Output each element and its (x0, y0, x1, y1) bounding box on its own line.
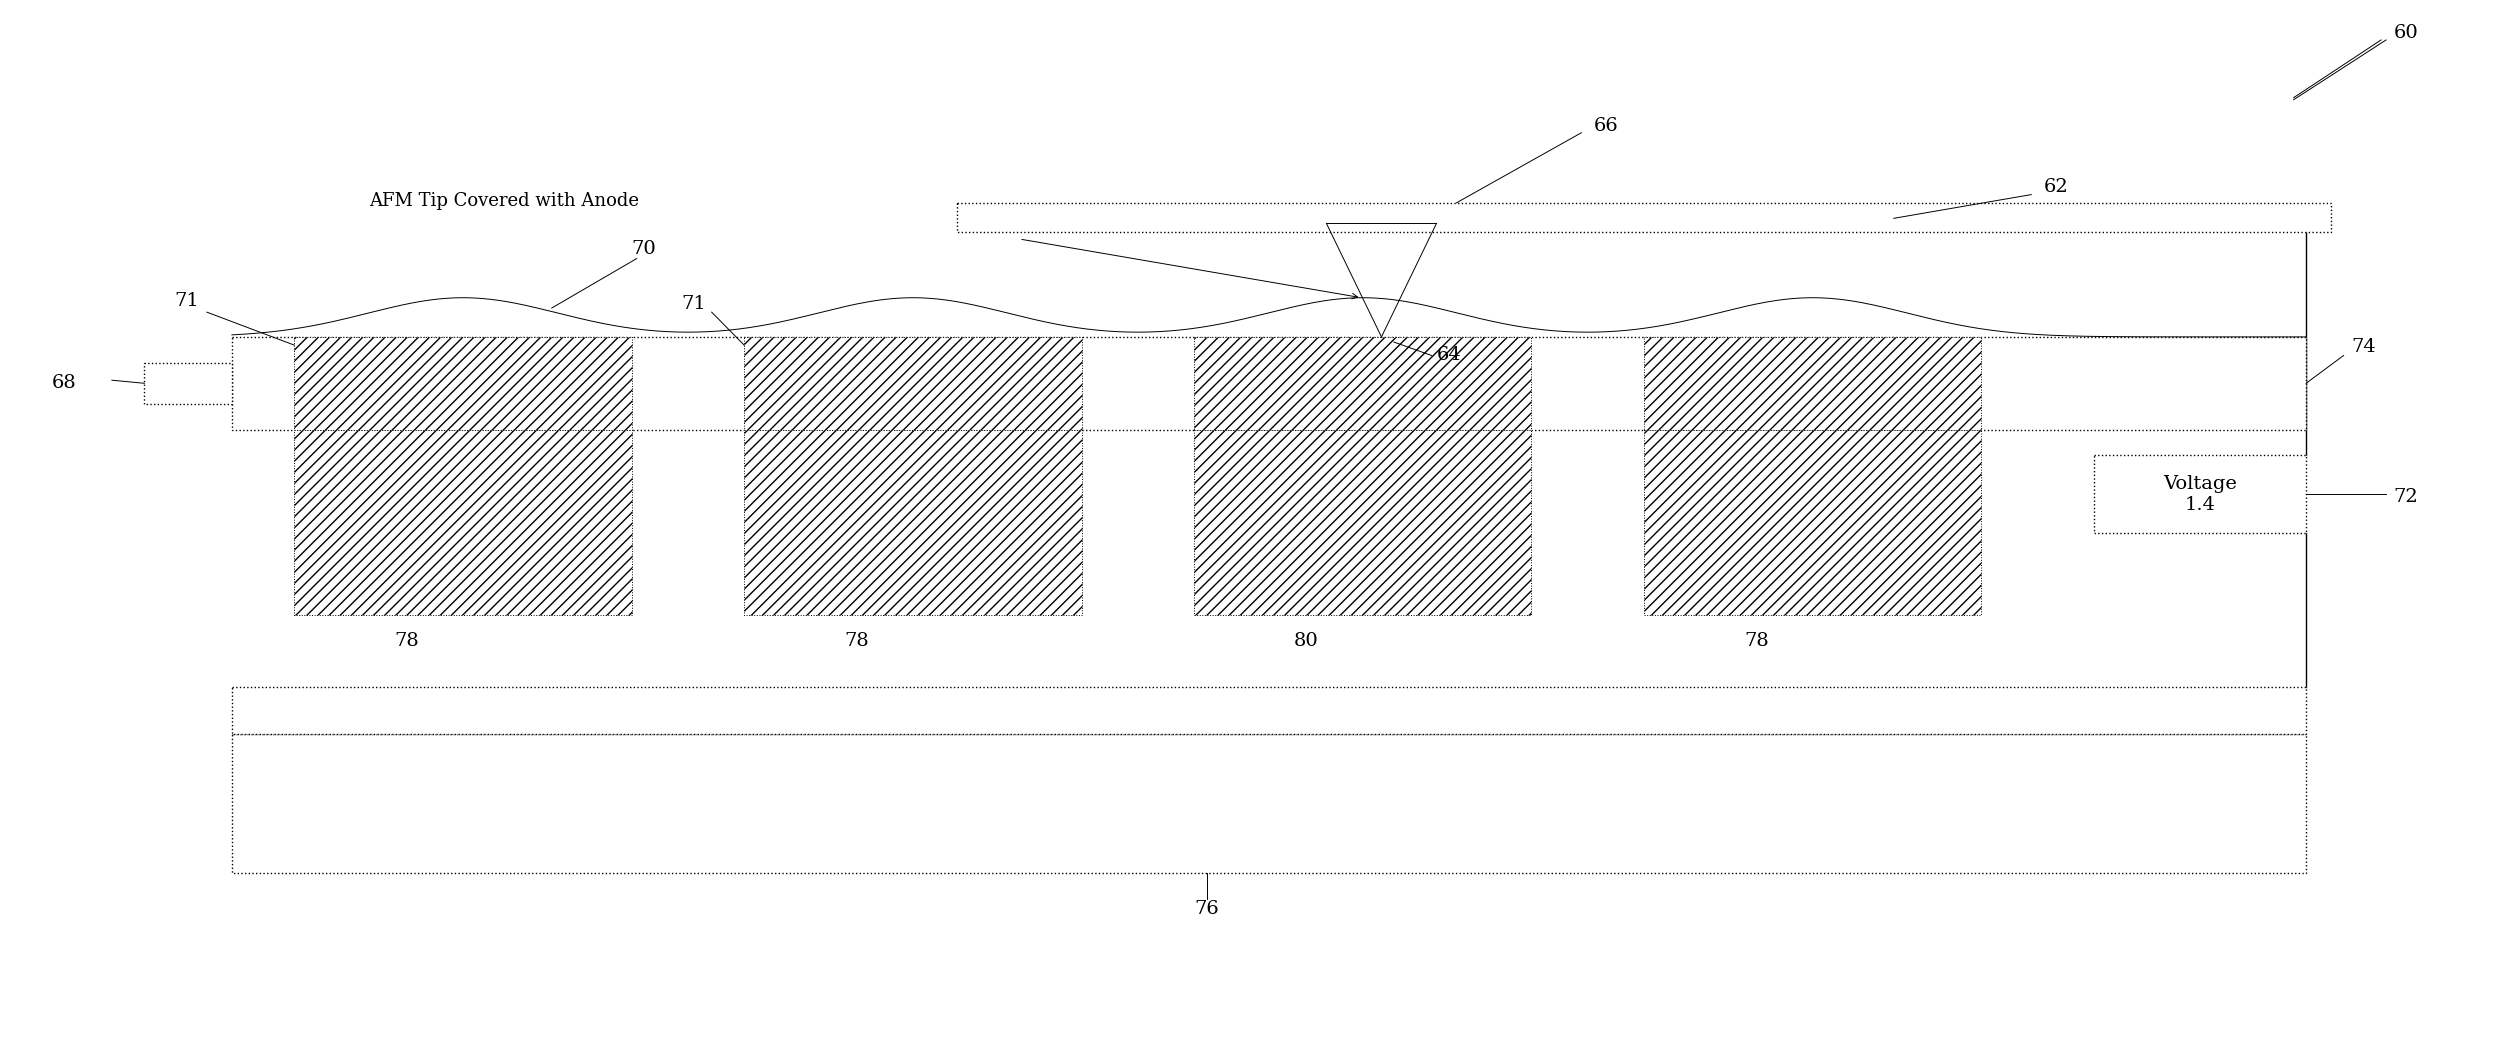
Text: 80: 80 (1294, 632, 1319, 650)
Text: 66: 66 (1593, 117, 1618, 135)
Text: 71: 71 (173, 292, 199, 309)
Text: Voltage
1.4: Voltage 1.4 (2164, 474, 2237, 513)
Bar (1194, 429, 1530, 616)
Bar (2093, 456, 2307, 533)
Bar (744, 429, 1081, 616)
Text: 64: 64 (1437, 347, 1460, 365)
Text: 71: 71 (681, 295, 706, 312)
Bar (143, 363, 231, 404)
Bar (744, 336, 1081, 429)
Text: 62: 62 (2043, 179, 2068, 196)
Text: 70: 70 (631, 240, 656, 258)
Bar (294, 336, 631, 429)
Text: 78: 78 (1744, 632, 1769, 650)
Text: 68: 68 (53, 374, 78, 392)
Text: AFM Tip Covered with Anode: AFM Tip Covered with Anode (369, 192, 638, 210)
Bar (231, 734, 2307, 873)
Bar (294, 429, 631, 616)
Bar (957, 203, 2332, 232)
Bar (1194, 336, 1530, 429)
Bar (1644, 429, 1980, 616)
Text: 74: 74 (2352, 339, 2375, 356)
Bar (231, 336, 2307, 429)
Text: 60: 60 (2392, 24, 2418, 42)
Bar (1644, 336, 1980, 429)
Text: 78: 78 (395, 632, 420, 650)
Text: 78: 78 (844, 632, 869, 650)
Bar (231, 688, 2307, 734)
Text: 76: 76 (1194, 900, 1219, 919)
Text: 72: 72 (2392, 488, 2418, 506)
